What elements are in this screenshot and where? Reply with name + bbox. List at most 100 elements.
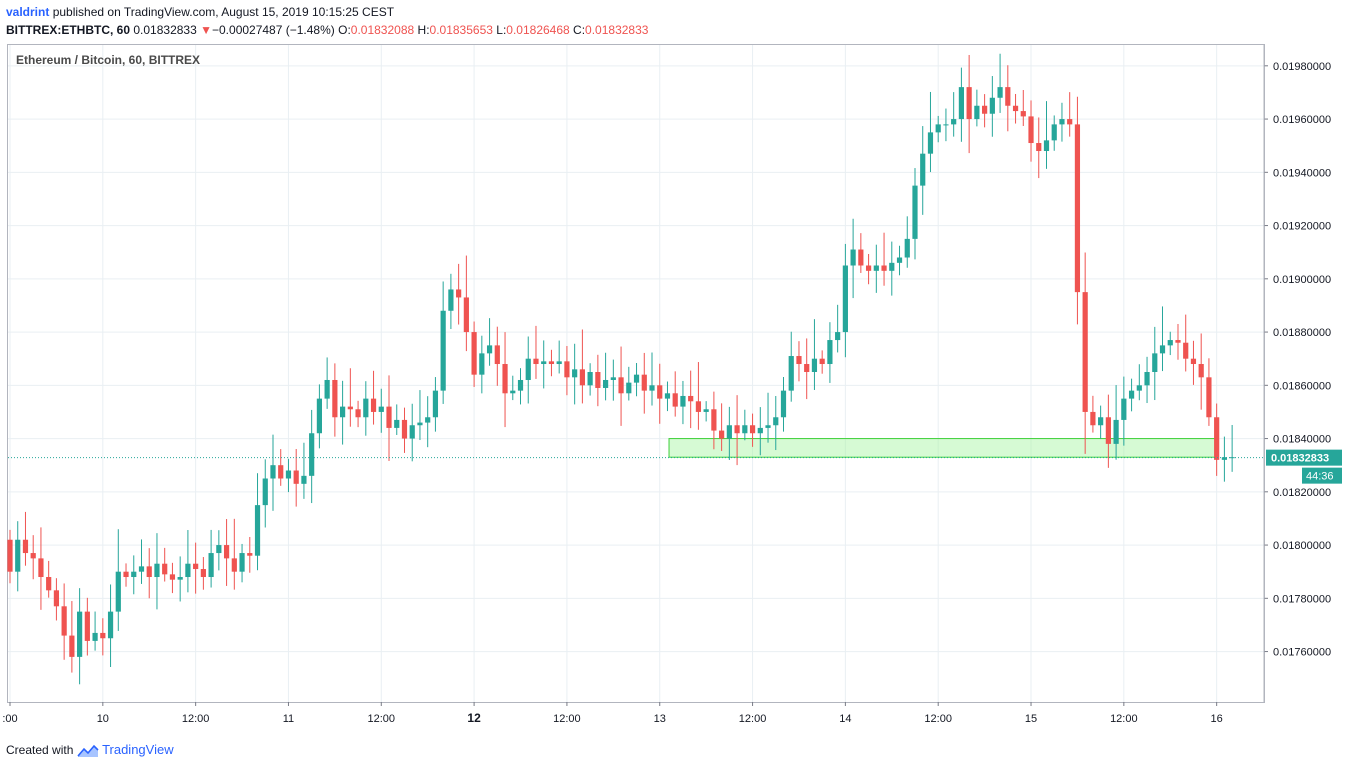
- x-tick-label: :00: [2, 713, 17, 725]
- candle-body: [726, 425, 732, 439]
- candle-body: [332, 379, 338, 418]
- support-zone: [668, 438, 1218, 458]
- candle-body: [285, 470, 292, 479]
- candle-body: [169, 574, 176, 580]
- candle-body: [927, 132, 934, 154]
- candle-body: [935, 124, 941, 133]
- candle-body: [417, 422, 423, 426]
- candle-body: [951, 119, 957, 125]
- candle-body: [688, 395, 694, 402]
- candle-body: [154, 563, 160, 578]
- candle-body: [1144, 372, 1150, 386]
- y-tick-label: 0.01800000: [1273, 540, 1331, 552]
- candle-body: [842, 265, 848, 333]
- candle-body: [525, 358, 531, 380]
- candle-body: [146, 566, 152, 578]
- candle-body: [541, 361, 547, 365]
- candle-body: [773, 417, 779, 426]
- candle-body: [765, 425, 771, 428]
- candle-body: [757, 427, 763, 434]
- countdown-label: 44:36: [1306, 471, 1334, 483]
- chart-svg[interactable]: 0.01760000 0.01780000 0.01800000 0.01820000…: [0, 0, 1351, 742]
- candle-body: [22, 539, 29, 554]
- candle-body: [401, 419, 408, 439]
- tradingview-brand-link[interactable]: TradingView: [102, 742, 174, 757]
- candle-body: [1028, 116, 1034, 144]
- candle-body: [247, 553, 253, 556]
- candle-body: [734, 425, 740, 434]
- candle-body: [873, 265, 879, 271]
- candle-body: [92, 632, 98, 641]
- candle-body: [494, 345, 500, 365]
- candle-body: [1198, 364, 1204, 378]
- open-value: 0.01832088: [350, 23, 415, 37]
- close-label: C:: [573, 23, 586, 37]
- candle-body: [1128, 390, 1135, 399]
- candle-body: [1175, 340, 1181, 343]
- candle-body: [1206, 377, 1212, 418]
- candle-body: [293, 470, 299, 484]
- candle-body: [982, 105, 988, 114]
- candle-body: [84, 611, 90, 641]
- candle-body: [378, 406, 384, 412]
- candle-body: [579, 369, 585, 386]
- x-tick-label: 12:00: [739, 713, 767, 725]
- candle-body: [881, 265, 887, 271]
- candle-body: [200, 569, 206, 578]
- candle-body: [865, 265, 872, 271]
- candle-body: [463, 297, 469, 333]
- candle-body: [38, 558, 44, 578]
- candle-body: [912, 185, 918, 239]
- candle-body: [564, 361, 570, 378]
- candle-body: [69, 635, 75, 657]
- x-tick-label: 10: [97, 713, 109, 725]
- candle-body: [1005, 87, 1011, 106]
- candle-body: [239, 553, 245, 572]
- candle-body: [641, 374, 647, 391]
- x-tick-label: 12: [467, 711, 481, 725]
- candle-body: [664, 393, 671, 399]
- candle-body: [1043, 140, 1050, 152]
- candle-body: [896, 257, 903, 263]
- candle-body: [216, 545, 222, 554]
- x-tick-label: 13: [654, 713, 666, 725]
- candle-body: [162, 563, 168, 575]
- countdown-badge: [1302, 467, 1342, 484]
- candle-body: [100, 632, 106, 639]
- candle-body: [595, 372, 601, 388]
- candle-body: [1136, 385, 1142, 391]
- candle-body: [920, 153, 926, 186]
- last-price-badge: [1266, 449, 1342, 466]
- x-tick-label: 16: [1211, 713, 1223, 725]
- candle-body: [510, 390, 516, 394]
- author-link[interactable]: valdrint: [6, 5, 50, 19]
- candle-body: [193, 563, 199, 570]
- candle-body: [788, 356, 794, 391]
- candle-body: [1190, 358, 1197, 365]
- candle-body: [974, 105, 980, 120]
- candle-body: [904, 238, 910, 258]
- candle-body: [796, 356, 802, 365]
- open-label: O:: [338, 23, 351, 37]
- candle-body: [177, 577, 183, 580]
- candle-body: [602, 379, 609, 388]
- candle-body: [440, 310, 446, 391]
- candle-body: [1020, 111, 1026, 117]
- candle-body: [394, 419, 400, 428]
- y-tick-label: 0.01980000: [1273, 61, 1331, 73]
- y-tick-label: 0.01780000: [1273, 593, 1331, 605]
- candle-body: [262, 478, 268, 506]
- candle-body: [1074, 124, 1081, 293]
- candle-body: [966, 87, 972, 120]
- y-tick-label: 0.01760000: [1273, 647, 1331, 659]
- candle-body: [1121, 398, 1127, 420]
- candle-body: [587, 372, 593, 386]
- created-with-label: Created with: [6, 743, 74, 757]
- high-label: H:: [417, 23, 430, 37]
- candle-body: [749, 425, 756, 434]
- candle-body: [301, 475, 307, 484]
- candle-body: [989, 97, 995, 114]
- candle-body: [185, 563, 191, 578]
- y-tick-label: 0.01820000: [1273, 487, 1331, 499]
- candle-body: [835, 332, 841, 341]
